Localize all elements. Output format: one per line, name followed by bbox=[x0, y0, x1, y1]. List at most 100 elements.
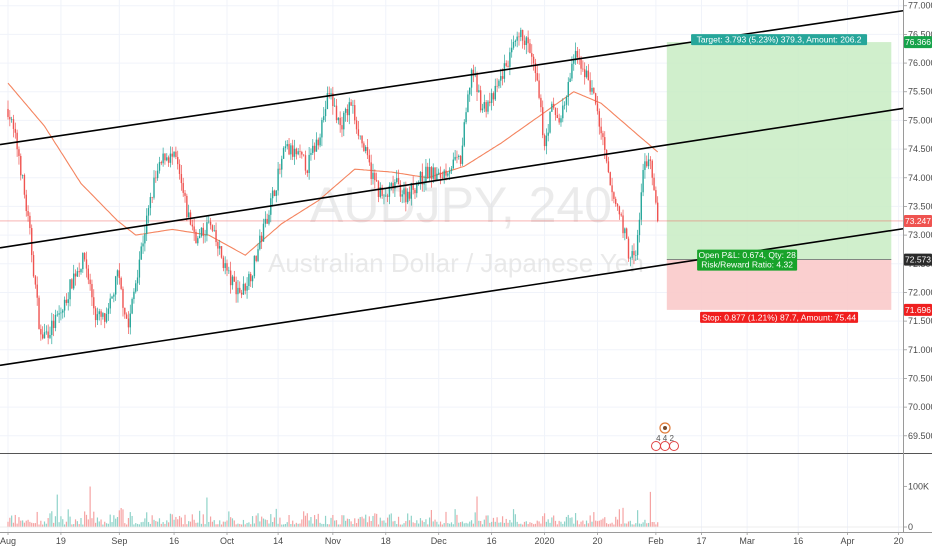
candle-body bbox=[211, 225, 214, 231]
candle-body bbox=[105, 313, 108, 322]
volume-bar bbox=[458, 522, 460, 527]
candle-body bbox=[571, 63, 573, 79]
volume-bar bbox=[51, 511, 53, 527]
volume-bar bbox=[470, 520, 473, 527]
volume-bar bbox=[467, 523, 469, 527]
candle-body bbox=[100, 311, 102, 317]
volume-bar bbox=[511, 522, 513, 527]
time-axis[interactable]: Aug 19 Sep 16 Oct 14 Nov 18 Dec 16 2020 20 Feb 17 Mar 1… bbox=[0, 532, 904, 546]
volume-bar bbox=[618, 509, 620, 527]
split-marker[interactable] bbox=[660, 441, 670, 451]
dividend-marker[interactable] bbox=[651, 441, 661, 451]
candle-body bbox=[452, 159, 454, 169]
volume-bar bbox=[633, 524, 635, 527]
volume-bar bbox=[168, 522, 170, 527]
candle-body bbox=[208, 221, 210, 223]
volume-bar bbox=[481, 524, 484, 527]
volume-bar bbox=[385, 522, 387, 527]
price-tick-label: 77.000 bbox=[908, 1, 932, 11]
candle-body bbox=[25, 194, 27, 212]
volume-bar bbox=[604, 517, 606, 527]
candle-body bbox=[136, 277, 139, 284]
volume-bar bbox=[629, 520, 631, 527]
time-tick-label: Nov bbox=[325, 536, 342, 546]
candle-body bbox=[355, 120, 358, 130]
event-count-icon[interactable]: 4 4 2 bbox=[656, 434, 674, 443]
volume-bar bbox=[492, 517, 495, 527]
price-tick-label: 76.500 bbox=[908, 29, 932, 39]
candle-body bbox=[414, 189, 416, 194]
volume-bar bbox=[538, 521, 540, 527]
volume-bar bbox=[370, 521, 372, 527]
candle-body bbox=[483, 102, 486, 109]
volume-bar bbox=[142, 521, 144, 527]
position-labels: Target: 3.793 (5.23%) 379.3, Amount: 206… bbox=[691, 34, 868, 323]
volume-bar bbox=[348, 519, 350, 527]
candle-body bbox=[474, 74, 476, 76]
candle-body bbox=[65, 299, 68, 303]
volume-bar bbox=[584, 524, 586, 527]
news-marker[interactable] bbox=[669, 441, 679, 451]
candle-body bbox=[323, 116, 325, 121]
volume-bar bbox=[107, 523, 109, 527]
volume-bar bbox=[230, 517, 232, 527]
price-tick-label: 70.500 bbox=[908, 373, 932, 383]
candle-body bbox=[144, 234, 146, 244]
candle-body bbox=[651, 160, 653, 178]
volume-bar bbox=[512, 509, 515, 527]
volume-bar bbox=[36, 511, 38, 527]
candle-body bbox=[627, 238, 630, 259]
volume-bar bbox=[620, 523, 622, 527]
volume-bar bbox=[162, 522, 164, 527]
candle-body bbox=[359, 135, 361, 137]
volume-bar bbox=[653, 522, 655, 527]
candle-body bbox=[222, 257, 225, 268]
candle-body bbox=[219, 246, 221, 249]
position-tool[interactable] bbox=[666, 42, 892, 310]
volume-bar bbox=[394, 520, 396, 527]
time-tick-label: Mar bbox=[739, 536, 755, 546]
volume-bar bbox=[501, 516, 504, 527]
candle-body bbox=[476, 74, 478, 93]
volume-bar bbox=[109, 514, 111, 527]
candle-body bbox=[558, 118, 560, 123]
volume-bar bbox=[251, 516, 254, 527]
volume-bar bbox=[456, 514, 458, 527]
volume-bar bbox=[228, 511, 230, 527]
volume-bar bbox=[89, 486, 91, 527]
candle-body bbox=[525, 37, 527, 46]
volume-bar bbox=[595, 520, 597, 527]
candle-body bbox=[594, 93, 597, 104]
candle-body bbox=[472, 69, 475, 76]
price-badges: 76.366 73.247 72.573 71.696 bbox=[904, 36, 932, 316]
candle-body bbox=[543, 135, 546, 147]
volume-bar bbox=[22, 520, 24, 527]
candle-body bbox=[9, 116, 11, 120]
channel-trendline[interactable] bbox=[0, 9, 904, 146]
volume-bar bbox=[609, 523, 611, 527]
profit-zone[interactable] bbox=[666, 42, 892, 260]
volume-axis[interactable]: 100K 0 bbox=[903, 481, 929, 532]
volume-bar bbox=[16, 523, 18, 527]
candle-body bbox=[450, 168, 453, 171]
event-markers[interactable]: 4 4 2 bbox=[651, 422, 679, 451]
candle-body bbox=[319, 137, 321, 146]
candle-body bbox=[93, 297, 95, 309]
volume-bar bbox=[607, 524, 610, 527]
candle-body bbox=[633, 251, 635, 256]
candle-body bbox=[423, 182, 425, 185]
candle-body bbox=[56, 314, 58, 316]
candle-body bbox=[58, 313, 60, 315]
volume-bar bbox=[443, 523, 445, 527]
volume-bar bbox=[259, 521, 261, 527]
volume-bar bbox=[206, 497, 208, 527]
volume-bar bbox=[63, 524, 66, 527]
volume-bar bbox=[427, 524, 429, 527]
candle-body bbox=[463, 122, 465, 146]
candle-body bbox=[556, 115, 559, 119]
time-tick-label: 2020 bbox=[535, 536, 555, 546]
volume-bar bbox=[485, 515, 487, 527]
volume-bar bbox=[624, 523, 626, 527]
candle-body bbox=[456, 156, 458, 158]
channel-trendline[interactable] bbox=[0, 107, 904, 249]
